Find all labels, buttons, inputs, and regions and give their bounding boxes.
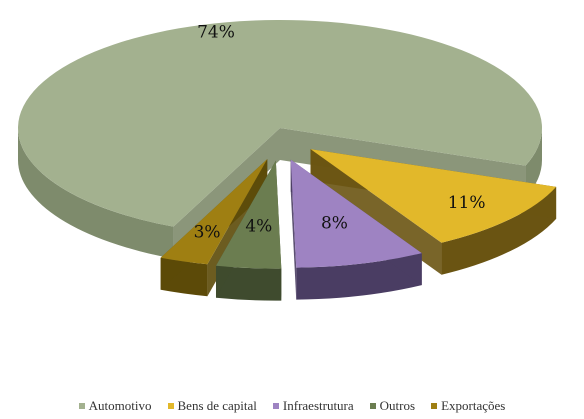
data-label-exportacoes: 3% xyxy=(194,222,221,242)
legend-swatch-outros xyxy=(369,403,376,409)
pie-tops xyxy=(18,19,557,269)
pie-slice-infraestrutura[interactable] xyxy=(290,159,422,268)
legend-item-bens-de-capital[interactable]: Bens de capital xyxy=(167,398,257,414)
legend-item-infraestrutura[interactable]: Infraestrutura xyxy=(272,398,354,414)
data-label-automotivo: 74% xyxy=(197,23,235,43)
pie-chart: 74% 11% 8% 4% 3% xyxy=(18,19,557,301)
pie-slice-exportacoes[interactable] xyxy=(160,159,268,265)
pie-side-infraestrutura-0 xyxy=(296,253,422,300)
pie-labels: 74% 11% 8% 4% 3% xyxy=(194,23,486,243)
legend-swatch-automotivo xyxy=(78,403,85,409)
legend-item-outros[interactable]: Outros xyxy=(369,398,416,414)
legend: Automotivo Bens de capital Infraestrutur… xyxy=(0,396,584,416)
pie-slice-outros[interactable] xyxy=(215,160,282,269)
legend-label-bens-de-capital: Bens de capital xyxy=(177,398,257,413)
data-label-outros: 4% xyxy=(245,217,272,237)
pie-wall-bens-de-capital-1 xyxy=(310,149,442,275)
legend-item-automotivo[interactable]: Automotivo xyxy=(78,398,152,414)
legend-label-automotivo: Automotivo xyxy=(88,398,152,413)
legend-label-exportacoes: Exportações xyxy=(441,398,506,413)
pie-side-outros-0 xyxy=(215,265,282,301)
legend-item-exportacoes[interactable]: Exportações xyxy=(431,398,505,414)
data-label-bens-de-capital: 11% xyxy=(448,193,486,213)
legend-swatch-exportacoes xyxy=(431,403,438,409)
legend-swatch-infraestrutura xyxy=(272,403,279,409)
pie-wall-infraestrutura-1 xyxy=(290,159,297,300)
pie-side-automotivo-0 xyxy=(18,128,174,259)
legend-swatch-bens-de-capital xyxy=(167,403,174,409)
pie-slice-bens-de-capital[interactable] xyxy=(310,149,557,243)
pie-slice-automotivo[interactable] xyxy=(18,19,543,227)
data-label-infraestrutura: 8% xyxy=(321,214,348,234)
pie-side-automotivo-1 xyxy=(525,128,542,198)
pie-side-bens-de-capital-0 xyxy=(441,186,557,275)
legend-label-outros: Outros xyxy=(379,398,416,413)
legend-label-infraestrutura: Infraestrutura xyxy=(282,398,354,413)
